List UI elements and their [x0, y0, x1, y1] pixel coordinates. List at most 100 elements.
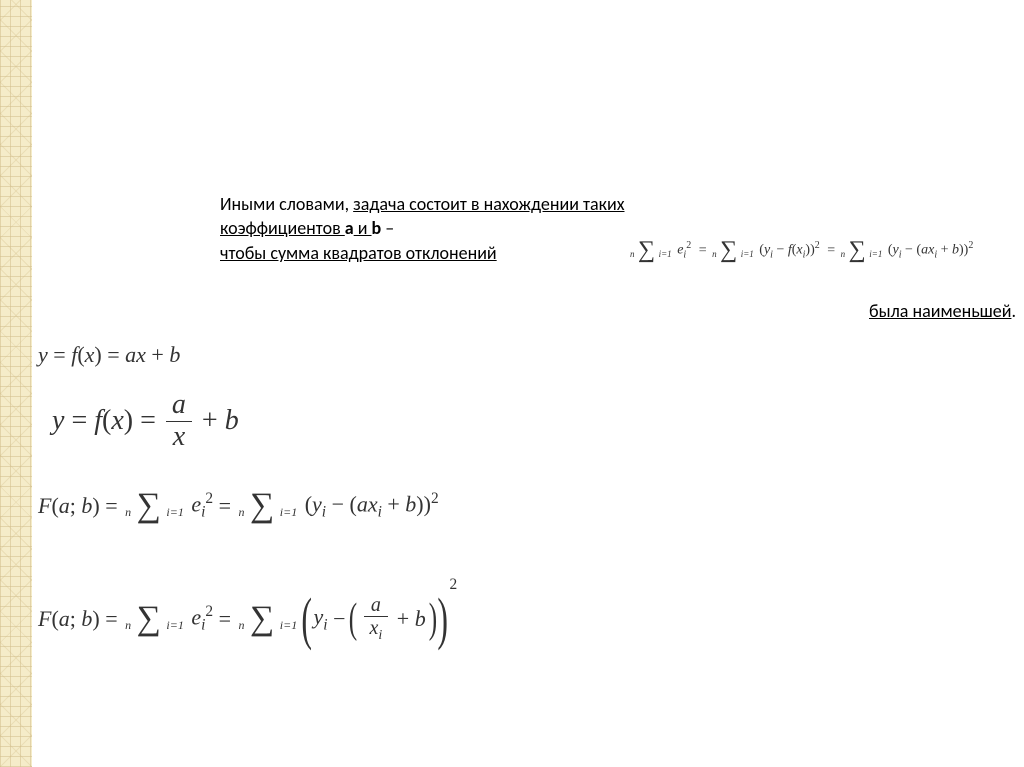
- frac-den: xi: [364, 617, 389, 643]
- minus: −: [333, 606, 345, 632]
- closing-phrase: была наименьшей.: [869, 300, 1016, 322]
- var-b: b: [405, 491, 416, 516]
- minus: −: [326, 491, 349, 516]
- var-f: f: [788, 243, 792, 258]
- var-b: b: [952, 243, 959, 258]
- sum-of-squares-equation: n ∑ i=1 ei2 = n ∑ i=1 (yi − f(xi))2 = n …: [630, 240, 975, 261]
- sigma-block: n ∑ i=1: [125, 604, 184, 634]
- sigma-lower: i=1: [280, 618, 297, 632]
- var-a: a: [125, 342, 136, 367]
- intro-seg4: –: [381, 217, 394, 239]
- var-y: y: [314, 604, 324, 629]
- frac-num: a: [166, 390, 192, 422]
- intro-paragraph: Иными словами, задача состоит в нахожден…: [220, 192, 670, 265]
- var-b: b: [81, 606, 92, 632]
- sup-2: 2: [815, 240, 820, 251]
- plus: +: [151, 342, 169, 367]
- sub-i: i: [323, 616, 327, 633]
- sigma-upper: n: [125, 618, 131, 632]
- semicolon: ;: [70, 493, 76, 519]
- formula-F-inverse: F(a; b) = n ∑ i=1 ei2 = n ∑ i=1 ( yi − (…: [38, 590, 457, 648]
- sub-i: i: [683, 250, 686, 261]
- sigma-symbol: ∑: [137, 487, 161, 524]
- sigma-upper: n: [239, 618, 245, 632]
- sigma-block: n ∑ i=1: [125, 491, 184, 521]
- sigma-2: n ∑ i=1: [712, 240, 754, 261]
- sigma-symbol: ∑: [250, 600, 274, 637]
- equals: =: [827, 243, 835, 259]
- sigma-upper: n: [239, 505, 245, 519]
- sup-2: 2: [205, 490, 213, 507]
- closing-tail: .: [1011, 300, 1016, 322]
- sigma-upper: n: [125, 505, 131, 519]
- sigma-block: n ∑ i=1: [239, 604, 298, 634]
- closing-ul: была наименьшей: [869, 300, 1011, 322]
- var-x: x: [136, 342, 146, 367]
- sigma-symbol: ∑: [250, 487, 274, 524]
- var-b: b: [225, 405, 239, 437]
- sigma-lower: i=1: [280, 505, 297, 519]
- semicolon: ;: [70, 606, 76, 632]
- minus: −: [902, 243, 917, 258]
- minus: −: [773, 243, 788, 258]
- var-f: f: [94, 405, 102, 437]
- intro-bold-a: a: [345, 217, 354, 239]
- sigma-lower: i=1: [166, 505, 183, 519]
- sigma-upper: n: [712, 249, 717, 259]
- var-F: F: [38, 606, 51, 632]
- intro-seg5: чтобы сумма квадратов отклонений: [220, 242, 497, 264]
- equals: =: [140, 405, 156, 437]
- equals: =: [219, 493, 231, 519]
- intro-seg1: Иными словами,: [220, 193, 353, 215]
- sigma-1: n ∑ i=1: [630, 240, 672, 261]
- equals: =: [53, 342, 71, 367]
- fraction-a-over-xi: a xi: [364, 594, 389, 643]
- var-b: b: [81, 493, 92, 519]
- var-x: x: [111, 405, 123, 437]
- equals: =: [71, 405, 87, 437]
- sigma-block: n ∑ i=1: [239, 491, 298, 521]
- var-x: x: [368, 491, 378, 516]
- formula-inverse: y = f(x) = a x + b: [52, 390, 239, 453]
- sigma-lower: i=1: [741, 249, 754, 259]
- var-y: y: [38, 342, 48, 367]
- sigma-lower: i=1: [166, 618, 183, 632]
- plus: +: [202, 405, 218, 437]
- equals: =: [105, 493, 117, 519]
- big-rparen: ): [437, 590, 448, 648]
- var-a: a: [59, 606, 70, 632]
- formula-linear: y = f(x) = ax + b: [38, 342, 180, 368]
- fraction-a-over-x: a x: [166, 390, 192, 453]
- sigma-lower: i=1: [869, 249, 882, 259]
- med-rparen: ): [429, 598, 437, 640]
- var-a: a: [357, 491, 368, 516]
- med-lparen: (: [349, 598, 357, 640]
- equals: =: [107, 342, 125, 367]
- equals: =: [699, 243, 707, 259]
- sup-2: 2: [205, 603, 213, 620]
- sup-2: 2: [968, 240, 973, 251]
- sigma-upper: n: [630, 249, 635, 259]
- plus: +: [937, 243, 952, 258]
- sup-2: 2: [431, 490, 439, 507]
- var-x: x: [85, 342, 95, 367]
- sigma-symbol: ∑: [720, 237, 737, 263]
- var-a: a: [59, 493, 70, 519]
- var-y: y: [312, 491, 322, 516]
- page-root: Иными словами, задача состоит в нахожден…: [0, 0, 1024, 767]
- sup-2: 2: [686, 240, 691, 251]
- intro-seg3: и: [354, 217, 372, 239]
- sigma-symbol: ∑: [849, 237, 866, 263]
- sigma-symbol: ∑: [137, 600, 161, 637]
- sub-i: i: [803, 250, 806, 261]
- sigma-upper: n: [841, 249, 846, 259]
- equals: =: [105, 606, 117, 632]
- var-y: y: [52, 405, 64, 437]
- sup-2: 2: [450, 576, 458, 593]
- plus: +: [397, 606, 409, 632]
- sigma-symbol: ∑: [638, 237, 655, 263]
- var-e: e: [191, 491, 201, 516]
- sigma-lower: i=1: [659, 249, 672, 259]
- var-e: e: [191, 604, 201, 629]
- var-b: b: [415, 606, 426, 632]
